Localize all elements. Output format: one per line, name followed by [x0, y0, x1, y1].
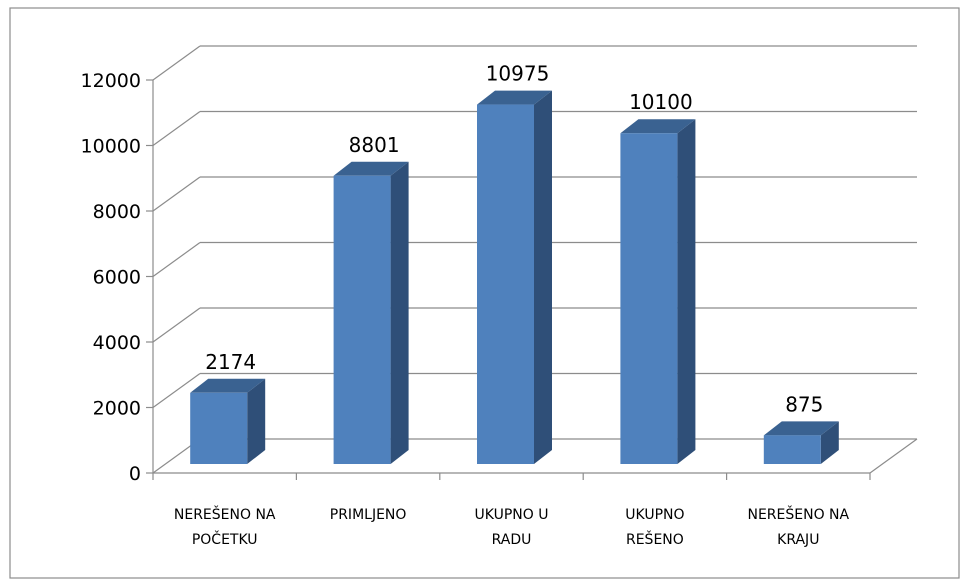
y-tick-label: 8000	[93, 201, 141, 223]
gridline-side	[152, 45, 201, 81]
bar	[620, 119, 696, 464]
axes: 0 2000 4000 6000 8000 10000 12000	[81, 70, 918, 485]
y-tick-label: 4000	[93, 332, 141, 354]
data-label: 8801	[349, 133, 400, 157]
bar-side	[820, 421, 839, 464]
data-label: 10100	[629, 90, 693, 114]
category-label: NEREŠENO NA	[747, 505, 849, 523]
floor-edge	[869, 438, 918, 474]
bar	[477, 90, 552, 464]
bar-top	[763, 421, 839, 436]
category-label: UKUPNO	[625, 507, 684, 523]
bar-side	[247, 378, 266, 464]
bars	[190, 90, 839, 464]
gridline-side	[152, 307, 201, 343]
bar-side	[390, 161, 409, 464]
bar-top	[333, 161, 409, 176]
data-label: 875	[785, 392, 823, 416]
gridline-side	[152, 111, 201, 146]
y-tick-label: 10000	[81, 136, 141, 158]
y-tick-label: 0	[129, 463, 141, 485]
y-tick-label: 2000	[93, 398, 141, 420]
bar-front	[620, 133, 678, 464]
bar-top	[477, 90, 552, 105]
bar-front	[477, 104, 534, 464]
gridline-side	[152, 373, 201, 408]
category-label: REŠENO	[626, 530, 684, 548]
bar-front	[190, 392, 248, 464]
category-label: RADU	[492, 532, 532, 548]
category-label: POČETKU	[192, 530, 258, 548]
data-label: 10975	[486, 62, 550, 86]
bar-top	[190, 378, 266, 393]
category-label: PRIMLJENO	[330, 507, 407, 523]
y-tick-label: 6000	[93, 267, 141, 289]
bar-front	[763, 435, 821, 464]
bar	[333, 161, 409, 464]
labels: 2174 NEREŠENO NA POČETKU 8801 PRIMLJENO 10975…	[174, 62, 850, 548]
gridline-side	[152, 242, 201, 277]
bar-side	[677, 119, 696, 464]
category-label: NEREŠENO NA	[174, 505, 276, 523]
category-label: UKUPNO U	[475, 507, 549, 523]
bar-top	[620, 119, 696, 134]
bar	[763, 421, 839, 464]
data-label: 2174	[205, 350, 256, 374]
category-label: KRAJU	[777, 532, 819, 548]
bar-front	[333, 175, 391, 464]
gridline-side	[152, 176, 201, 212]
bar-side	[534, 90, 552, 464]
y-tick-label: 12000	[81, 70, 141, 92]
bar	[190, 378, 266, 464]
